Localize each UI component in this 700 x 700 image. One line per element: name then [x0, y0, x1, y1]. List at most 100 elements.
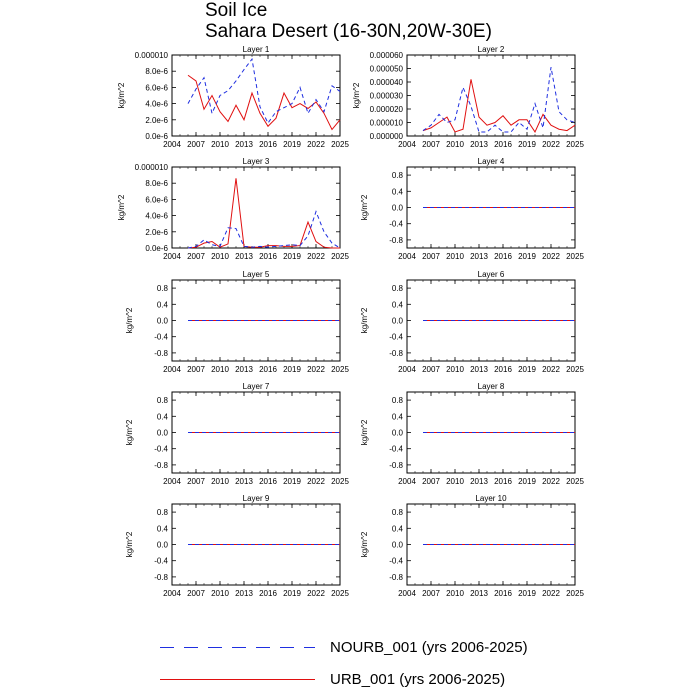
series-line-urb	[422, 79, 576, 133]
x-tick-label: 2010	[211, 589, 229, 598]
y-tick-label: -0.4	[154, 557, 168, 566]
x-tick-label: 2025	[566, 252, 584, 261]
x-tick-label: 2019	[283, 252, 301, 261]
x-tick-label: 2025	[331, 589, 349, 598]
x-tick-label: 2004	[163, 477, 181, 486]
x-tick-label: 2025	[331, 140, 349, 149]
x-tick-label: 2025	[566, 365, 584, 374]
x-tick-label: 2025	[566, 140, 584, 149]
chart-panels: Layer 1 kg/m^2 2004 2007 2010 2013 2016 2019 202…	[117, 45, 584, 598]
panel-layer-5: Layer 5 kg/m^2 2004 2007 2010 2013 2016 2019 202…	[125, 270, 349, 374]
y-tick-label: -0.4	[154, 333, 168, 342]
y-tick-label: 0.4	[392, 300, 404, 309]
y-tick-label: 0.000010	[135, 51, 169, 60]
panel-title: Layer 10	[475, 494, 507, 503]
x-tick-label: 2013	[235, 365, 253, 374]
y-tick-label: 0.000000	[370, 132, 404, 141]
y-tick-label: 0.0e-6	[145, 244, 168, 253]
y-tick-label: 8.0e-6	[145, 67, 168, 76]
y-tick-label: -0.8	[389, 236, 403, 245]
x-tick-label: 2004	[398, 477, 416, 486]
y-tick-label: 0.000030	[370, 92, 404, 101]
y-tick-label: -0.8	[389, 461, 403, 470]
x-tick-label: 2010	[446, 252, 464, 261]
y-tick-label: 6.0e-6	[145, 83, 168, 92]
x-tick-label: 2016	[494, 589, 512, 598]
series-line-nourb	[187, 210, 341, 249]
y-tick-label: -0.8	[389, 349, 403, 358]
y-axis-label: kg/m^2	[117, 194, 126, 220]
y-tick-label: 0.0	[157, 541, 169, 550]
panel-title: Layer 5	[243, 270, 270, 279]
y-tick-label: 2.0e-6	[145, 228, 168, 237]
x-tick-label: 2025	[331, 365, 349, 374]
y-tick-label: 0.4	[157, 524, 169, 533]
panel-layer-4: Layer 4 kg/m^2 2004 2007 2010 2013 2016 2019 202…	[360, 157, 584, 261]
x-tick-label: 2004	[163, 252, 181, 261]
y-tick-label: 2.0e-6	[145, 116, 168, 125]
x-tick-label: 2019	[518, 589, 536, 598]
y-tick-label: 0.0	[392, 204, 404, 213]
x-tick-label: 2019	[283, 365, 301, 374]
x-tick-label: 2022	[542, 589, 560, 598]
x-tick-label: 2010	[446, 365, 464, 374]
y-tick-label: 0.000050	[370, 65, 404, 74]
y-tick-label: -0.8	[154, 349, 168, 358]
x-tick-label: 2013	[470, 140, 488, 149]
x-tick-label: 2007	[187, 589, 205, 598]
x-tick-label: 2004	[398, 365, 416, 374]
x-tick-label: 2016	[494, 140, 512, 149]
x-tick-label: 2013	[470, 477, 488, 486]
panel-layer-2: Layer 2 kg/m^2 2004 2007 2010 2013 2016 2019 202…	[352, 45, 584, 149]
x-tick-label: 2019	[283, 589, 301, 598]
plot-frame	[171, 166, 341, 249]
x-tick-label: 2019	[518, 252, 536, 261]
x-tick-label: 2013	[470, 365, 488, 374]
panel-layer-9: Layer 9 kg/m^2 2004 2007 2010 2013 2016 2019 202…	[125, 494, 349, 598]
legend-item-nourb: NOURB_001 (yrs 2006-2025)	[160, 638, 580, 658]
panel-title: Layer 7	[243, 382, 270, 391]
legend-item-urb: URB_001 (yrs 2006-2025)	[160, 670, 580, 690]
y-tick-label: 0.0e-6	[145, 132, 168, 141]
y-tick-label: 0.8	[392, 508, 404, 517]
y-tick-label: 0.4	[157, 412, 169, 421]
panel-layer-7: Layer 7 kg/m^2 2004 2007 2010 2013 2016 2019 202…	[125, 382, 349, 486]
series-line-nourb	[187, 57, 341, 125]
y-axis-label: kg/m^2	[352, 82, 361, 108]
x-tick-label: 2019	[518, 477, 536, 486]
x-tick-label: 2022	[307, 252, 325, 261]
x-tick-label: 2022	[542, 477, 560, 486]
x-tick-label: 2004	[163, 140, 181, 149]
x-tick-label: 2010	[211, 477, 229, 486]
x-tick-label: 2016	[494, 477, 512, 486]
legend-label-nourb: NOURB_001 (yrs 2006-2025)	[330, 639, 528, 656]
y-axis-label: kg/m^2	[125, 307, 134, 333]
x-tick-label: 2016	[259, 365, 277, 374]
x-tick-label: 2016	[259, 477, 277, 486]
y-tick-label: 0.000010	[135, 163, 169, 172]
x-tick-label: 2022	[307, 477, 325, 486]
panel-title: Layer 8	[478, 382, 505, 391]
y-tick-label: 0.4	[392, 524, 404, 533]
legend-swatch-nourb	[160, 647, 315, 648]
x-tick-label: 2025	[566, 477, 584, 486]
x-tick-label: 2019	[518, 365, 536, 374]
panel-title: Layer 3	[243, 157, 270, 166]
panel-layer-3: Layer 3 kg/m^2 2004 2007 2010 2013 2016 2019 202…	[117, 157, 349, 261]
y-tick-label: 4.0e-6	[145, 100, 168, 109]
x-tick-label: 2007	[187, 365, 205, 374]
x-tick-label: 2022	[542, 252, 560, 261]
x-tick-label: 2019	[283, 477, 301, 486]
legend-swatch-urb	[160, 679, 315, 680]
x-tick-label: 2010	[211, 140, 229, 149]
panel-title: Layer 6	[478, 270, 505, 279]
x-tick-label: 2010	[446, 140, 464, 149]
y-tick-label: 0.8	[157, 396, 169, 405]
panel-title: Layer 4	[478, 157, 505, 166]
y-axis-label: kg/m^2	[360, 307, 369, 333]
y-tick-label: 4.0e-6	[145, 212, 168, 221]
x-tick-label: 2004	[163, 365, 181, 374]
x-tick-label: 2025	[331, 477, 349, 486]
y-tick-label: -0.4	[389, 220, 403, 229]
y-axis-label: kg/m^2	[117, 82, 126, 108]
